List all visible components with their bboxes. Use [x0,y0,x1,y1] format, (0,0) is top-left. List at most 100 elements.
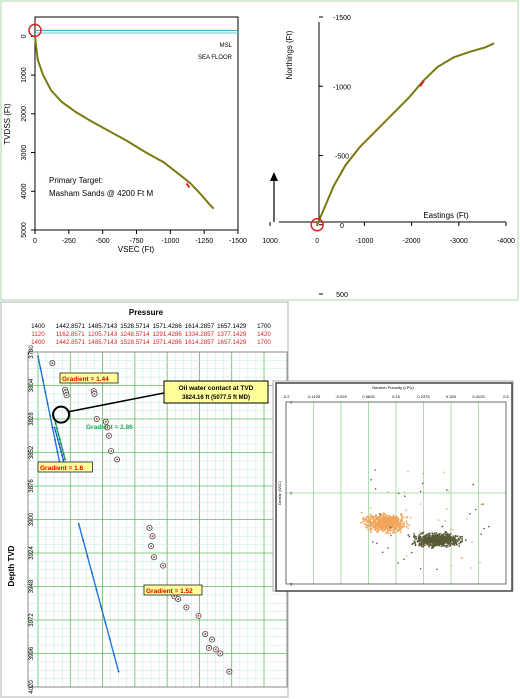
pv-x-tick-label: -2000 [403,238,421,245]
dn-point-scatter [407,470,409,473]
dn-point-b [458,545,461,547]
owc-callout-box [163,380,269,404]
gradient-point [95,588,98,591]
dn-point-scatter [385,523,387,526]
dn-point-a [381,519,383,522]
pressure-scale-label: 1528.5714 [120,323,150,330]
gradient-point [42,379,44,381]
dn-point-b [422,543,425,546]
dn-point-scatter [419,490,422,493]
dn-x-tick-label: 0.0625 [362,394,375,399]
gradient-label-box [59,372,119,384]
gradient-point [62,453,65,456]
dn-point-a [363,523,366,525]
gradient-label: Gradient = 1.44 [62,376,109,383]
vs-x-tick-label: -1000 [161,238,179,245]
dn-point-a [365,517,367,520]
owc-circle-marker [52,405,71,424]
dn-point-a [383,515,386,518]
dn-point-a [398,521,401,524]
dn-point-b [445,534,448,536]
dn-point-a [409,516,412,519]
dn-point-b [459,540,462,543]
dn-point-scatter [443,471,446,474]
dn-point-scatter [387,491,390,493]
dn-point-b [432,536,435,539]
vs-x-tick-label: 0 [33,238,37,245]
dn-point-a [378,522,380,525]
dn-point-a [392,522,395,525]
dn-point-b [435,531,438,534]
dn-point-b [448,536,451,538]
gradient-point [37,355,39,357]
pressure-scale-label: 1442.8571 [56,323,86,330]
gradient-point [62,458,65,461]
dn-point-scatter [381,551,384,554]
surface-location-marker-plan [310,218,324,232]
pressure-point-core [107,434,110,437]
dn-x-tick-label: 0.5 [503,394,509,399]
dn-point-scatter [369,507,372,509]
vs-y-tick-label: 5000 [21,222,28,238]
density-neutron-y-title: Density (G/CC) [278,481,282,505]
gradient-point [57,438,59,441]
pressure-point-core [197,614,200,617]
vs-x-tick-label: -750 [129,238,143,245]
pv-x-tick-label: -1000 [355,238,373,245]
dn-point-scatter [404,495,406,498]
dn-point-a [377,519,380,522]
vertical-section-chart: MSL SEA FLOOR 0 -250 -500 -750 -1000 -1250 -15… [3,16,247,254]
dn-point-a [383,528,386,531]
pressure-depth-tick-label: 3948 [29,579,35,593]
dn-point-scatter [488,525,490,528]
dn-point-b [461,538,463,540]
pressure-scale-label: 1657.1429 [217,339,247,346]
dn-point-a [387,532,390,535]
dn-point-scatter [419,531,421,533]
dn-point-a [402,522,405,524]
dn-point-b [423,540,426,542]
pressure-point-core [185,606,188,609]
dn-point-b [440,539,443,542]
dn-point-b [426,540,428,542]
pressure-point-core [214,648,217,651]
dn-point-scatter [431,544,434,547]
dn-point-a [396,528,398,530]
dn-point-scatter [389,526,392,529]
dn-point-a [382,529,384,532]
dn-x-tick-label: -0.2 [283,394,291,399]
gradient-label: Gradient = 1.6 [40,465,84,472]
dn-point-b [451,542,454,545]
dn-point-a [369,516,371,518]
gradient-point [60,443,62,445]
msl-label: MSL [220,43,233,49]
dn-point-a [391,516,394,519]
pressure-scale-label: 1377.1429 [217,331,247,338]
dn-point-scatter [480,503,483,506]
dn-point-scatter [436,568,438,571]
pressure-point-core [208,647,210,649]
gradient-point [64,458,66,461]
dn-y-tick-label: 3 [290,582,293,587]
dn-point-a [382,513,385,516]
dn-x-tick-label: -0.1125 [307,394,321,399]
dn-point-a [377,526,379,528]
pv-x-tick-label: -4000 [497,238,515,245]
gradient-point [54,438,56,441]
dn-point-a [388,519,390,522]
dn-point-scatter [460,557,463,559]
sea-floor-label: SEA FLOOR [198,55,233,61]
dn-point-a [383,526,386,529]
dn-point-b [436,533,439,536]
gradient-line [53,427,66,464]
gradient-point [117,670,120,673]
dn-point-b [448,537,451,540]
dn-point-b [455,542,458,544]
dn-point-a [369,531,372,534]
dn-point-a [387,527,390,529]
pressure-depth-tick-label: 3828 [29,412,35,426]
dn-point-b [456,540,459,543]
dn-point-a [378,528,380,531]
gradient-point [86,555,89,558]
dn-point-a [395,522,398,525]
